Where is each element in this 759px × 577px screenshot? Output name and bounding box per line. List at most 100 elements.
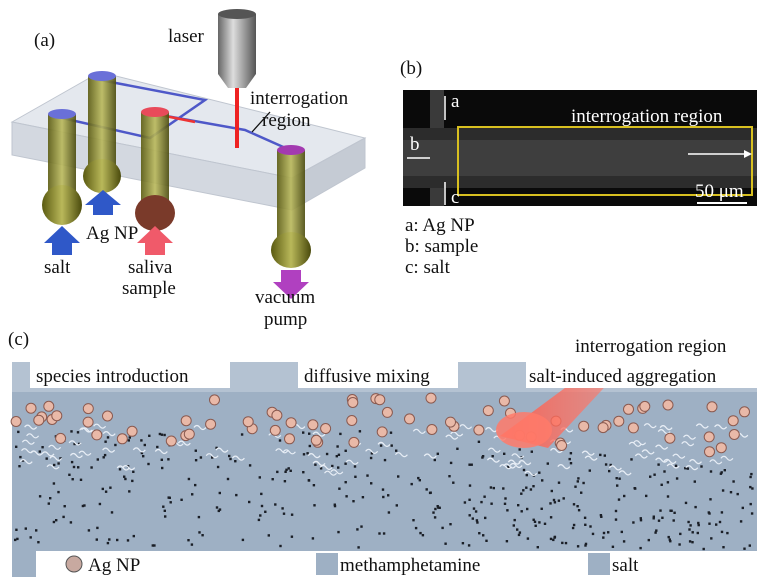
salt-dot	[749, 486, 751, 488]
salt-dot	[68, 474, 70, 476]
salt-dot	[188, 478, 190, 480]
salt-dot	[661, 484, 663, 486]
tube-bulb	[135, 195, 175, 231]
nanoparticle	[382, 407, 392, 417]
arrow-up	[44, 226, 80, 255]
salt-dot	[599, 454, 601, 456]
salt-dot	[661, 517, 663, 519]
salt-dot	[472, 517, 474, 519]
salt-dot	[147, 463, 149, 465]
salt-dot	[133, 535, 135, 537]
stage-label: species introduction	[36, 366, 189, 387]
nanoparticle	[184, 429, 194, 439]
salt-dot	[104, 454, 106, 456]
salt-dot	[309, 445, 311, 447]
salt-dot	[535, 525, 537, 527]
nanoparticle	[92, 430, 102, 440]
salt-dot	[77, 466, 79, 468]
salt-dot	[480, 501, 482, 503]
nanoparticle	[34, 415, 44, 425]
salt-dot	[484, 517, 486, 519]
salt-dot	[291, 536, 293, 538]
salt-dot	[132, 471, 134, 473]
salt-dot	[383, 532, 385, 534]
salt-dot	[356, 528, 358, 530]
salt-dot	[469, 514, 471, 516]
salt-dot	[288, 467, 290, 469]
salt-dot	[434, 508, 436, 510]
salt-dot	[527, 537, 529, 539]
salt-dot	[15, 446, 17, 448]
label: laser	[168, 26, 205, 47]
salt-dot	[574, 486, 576, 488]
nanoparticle	[557, 441, 567, 451]
salt-dot	[70, 430, 72, 432]
salt-dot	[719, 521, 721, 523]
salt-dot	[71, 461, 73, 463]
nanoparticle	[11, 417, 21, 427]
salt-dot	[314, 464, 316, 466]
salt-dot	[82, 505, 84, 507]
nanoparticle	[321, 424, 331, 434]
salt-dot	[164, 510, 166, 512]
salt-dot	[422, 534, 424, 536]
nanoparticle	[716, 443, 726, 453]
tube-cap	[48, 109, 76, 119]
legend-icon	[588, 553, 610, 575]
salt-dot	[490, 486, 492, 488]
salt-dot	[228, 455, 230, 457]
nanoparticle	[426, 393, 436, 403]
salt-dot	[668, 536, 670, 538]
nanoparticle	[405, 414, 415, 424]
salt-dot	[390, 432, 392, 434]
salt-dot	[128, 439, 130, 441]
salt-dot	[475, 510, 477, 512]
panel-label: (a)	[34, 30, 55, 51]
salt-dot	[603, 532, 605, 534]
salt-dot	[326, 453, 328, 455]
salt-dot	[49, 497, 51, 499]
salt-dot	[503, 453, 505, 455]
salt-dot	[35, 529, 37, 531]
salt-dot	[415, 527, 417, 529]
salt-dot	[580, 492, 582, 494]
salt-dot	[722, 546, 724, 548]
salt-dot	[397, 475, 399, 477]
salt-dot	[558, 482, 560, 484]
salt-dot	[345, 481, 347, 483]
salt-dot	[41, 446, 43, 448]
salt-dot	[698, 524, 700, 526]
salt-dot	[658, 520, 660, 522]
salt-dot	[53, 482, 55, 484]
salt-dot	[148, 435, 150, 437]
salt-dot	[715, 523, 717, 525]
salt-dot	[57, 462, 59, 464]
label: Ag NP	[86, 223, 138, 244]
panel-label: (b)	[400, 58, 422, 79]
nanoparticle	[286, 418, 296, 428]
salt-dot	[685, 502, 687, 504]
salt-dot	[634, 487, 636, 489]
tube	[141, 112, 169, 207]
salt-dot	[338, 454, 340, 456]
salt-dot	[55, 519, 57, 521]
nanoparticle	[311, 435, 321, 445]
salt-dot	[276, 471, 278, 473]
salt-dot	[279, 545, 281, 547]
salt-dot	[198, 516, 200, 518]
salt-dot	[519, 448, 521, 450]
legend: salt	[612, 555, 639, 576]
salt-dot	[219, 508, 221, 510]
salt-dot	[552, 539, 554, 541]
salt-dot	[88, 529, 90, 531]
salt-dot	[570, 452, 572, 454]
salt-dot	[70, 521, 72, 523]
salt-dot	[600, 514, 602, 516]
stage-label: diffusive mixing	[304, 366, 430, 387]
salt-dot	[485, 540, 487, 542]
salt-dot	[534, 521, 536, 523]
salt-dot	[354, 476, 356, 478]
salt-dot	[441, 527, 443, 529]
salt-dot	[123, 476, 125, 478]
legend: c: salt	[405, 257, 451, 278]
